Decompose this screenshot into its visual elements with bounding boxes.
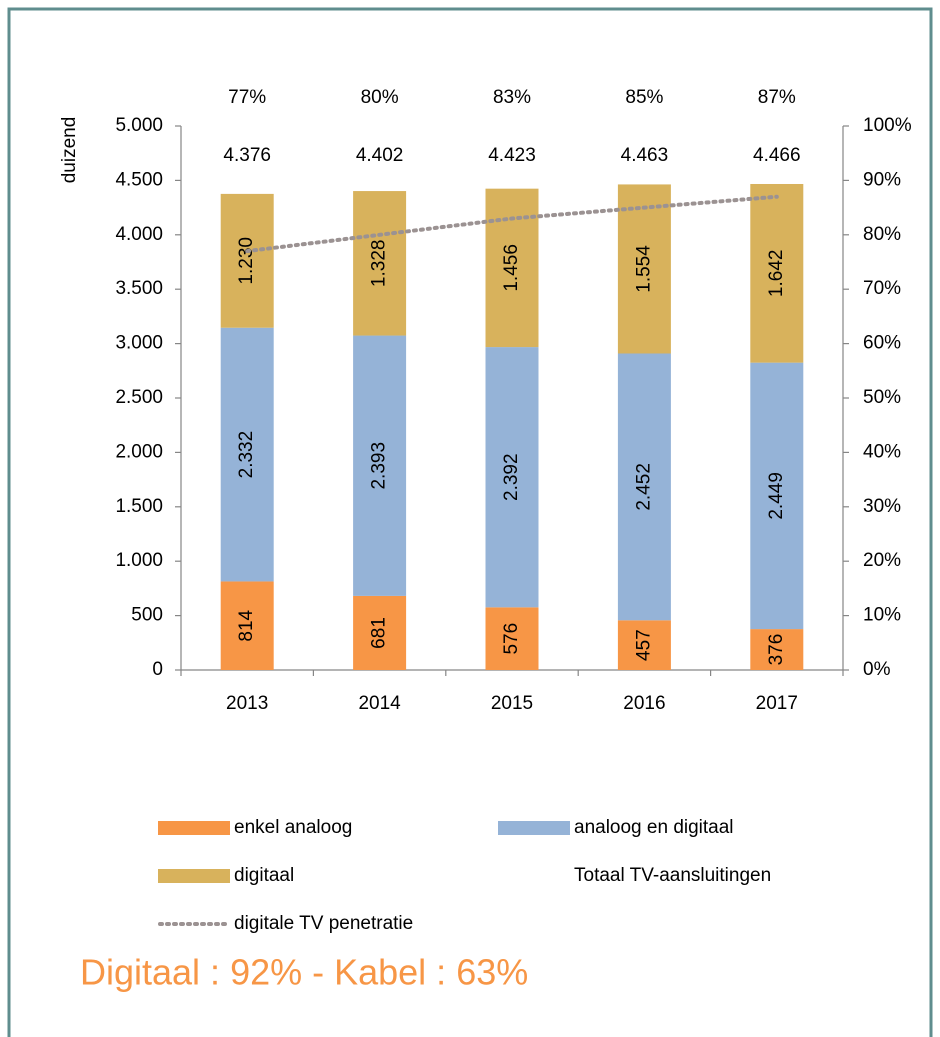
bar-segment [485, 347, 539, 608]
y2-tick-label: 0% [863, 659, 891, 680]
total-label: 4.463 [621, 145, 669, 166]
legend-label: enkel analoog [234, 817, 352, 838]
data-label: 1.230 [236, 237, 257, 285]
bar-segment [617, 184, 671, 354]
y2-tick-label: 60% [863, 333, 901, 354]
bar-segment [353, 191, 407, 336]
legend-swatch [498, 821, 570, 835]
data-label: 1.456 [501, 244, 522, 292]
y-tick-label: 4.500 [115, 169, 163, 190]
y-tick-label: 5.000 [115, 115, 163, 136]
total-label: 4.466 [753, 145, 801, 166]
bar-segment [220, 327, 274, 582]
legend-label: digitale TV penetratie [234, 913, 413, 934]
bar-segment [750, 183, 804, 363]
data-label: 2.452 [633, 463, 654, 511]
data-label: 2.393 [369, 442, 390, 490]
data-label: 814 [236, 609, 257, 641]
y-axis-label: duizend [59, 117, 80, 184]
legend-swatch [158, 869, 230, 883]
data-label: 457 [633, 629, 654, 661]
bar-segment [353, 335, 407, 596]
legend-label: Totaal TV-aansluitingen [574, 865, 771, 886]
data-label: 681 [369, 617, 390, 649]
legend-label: analoog en digitaal [574, 817, 734, 838]
line-label: 80% [361, 87, 399, 108]
y-tick-label: 3.000 [115, 333, 163, 354]
bar-segment [617, 620, 671, 670]
data-label: 2.449 [766, 472, 787, 520]
x-tick-label: 2017 [756, 693, 798, 714]
bar-segment [485, 607, 539, 670]
line-label: 87% [758, 87, 796, 108]
x-tick-label: 2014 [358, 693, 401, 714]
bar-segment [220, 581, 274, 670]
x-tick-label: 2013 [226, 693, 268, 714]
y2-tick-label: 100% [863, 115, 912, 136]
y2-tick-label: 10% [863, 605, 901, 626]
y2-tick-label: 80% [863, 224, 901, 245]
total-label: 4.376 [223, 145, 271, 166]
annotation: Digitaal : 92% - Kabel : 63% [80, 952, 528, 993]
y2-tick-label: 40% [863, 441, 901, 462]
y-tick-label: 4.000 [115, 224, 163, 245]
y-tick-label: 0 [152, 659, 163, 680]
y-tick-label: 2.500 [115, 387, 163, 408]
data-label: 576 [501, 623, 522, 655]
bar-segment [750, 629, 804, 670]
data-label: 2.392 [501, 453, 522, 501]
y-tick-label: 2.000 [115, 441, 163, 462]
y2-tick-label: 50% [863, 387, 901, 408]
data-label: 1.554 [633, 245, 654, 293]
line-label: 77% [228, 87, 266, 108]
data-label: 1.642 [766, 250, 787, 298]
data-label: 1.328 [369, 240, 390, 288]
bar-segment [485, 188, 539, 348]
total-label: 4.402 [356, 145, 404, 166]
bar-segment [220, 193, 274, 328]
y-tick-label: 500 [131, 605, 163, 626]
data-label: 376 [766, 634, 787, 666]
y-tick-label: 3.500 [115, 278, 163, 299]
x-tick-label: 2015 [491, 693, 533, 714]
y2-tick-label: 90% [863, 169, 901, 190]
total-label: 4.423 [488, 145, 536, 166]
bar-segment [617, 353, 671, 621]
y2-tick-label: 70% [863, 278, 901, 299]
y2-tick-label: 20% [863, 550, 901, 571]
bar-segment [750, 362, 804, 630]
frame [7, 7, 933, 1037]
data-label: 2.332 [236, 431, 257, 479]
bar-segment [353, 595, 407, 670]
legend-label: digitaal [234, 865, 294, 886]
y2-tick-label: 30% [863, 496, 901, 517]
y-tick-label: 1.000 [115, 550, 163, 571]
y-tick-label: 1.500 [115, 496, 163, 517]
x-tick-label: 2016 [623, 693, 665, 714]
line-label: 85% [625, 87, 663, 108]
line-label: 83% [493, 87, 531, 108]
legend-swatch [158, 821, 230, 835]
line [245, 194, 779, 254]
